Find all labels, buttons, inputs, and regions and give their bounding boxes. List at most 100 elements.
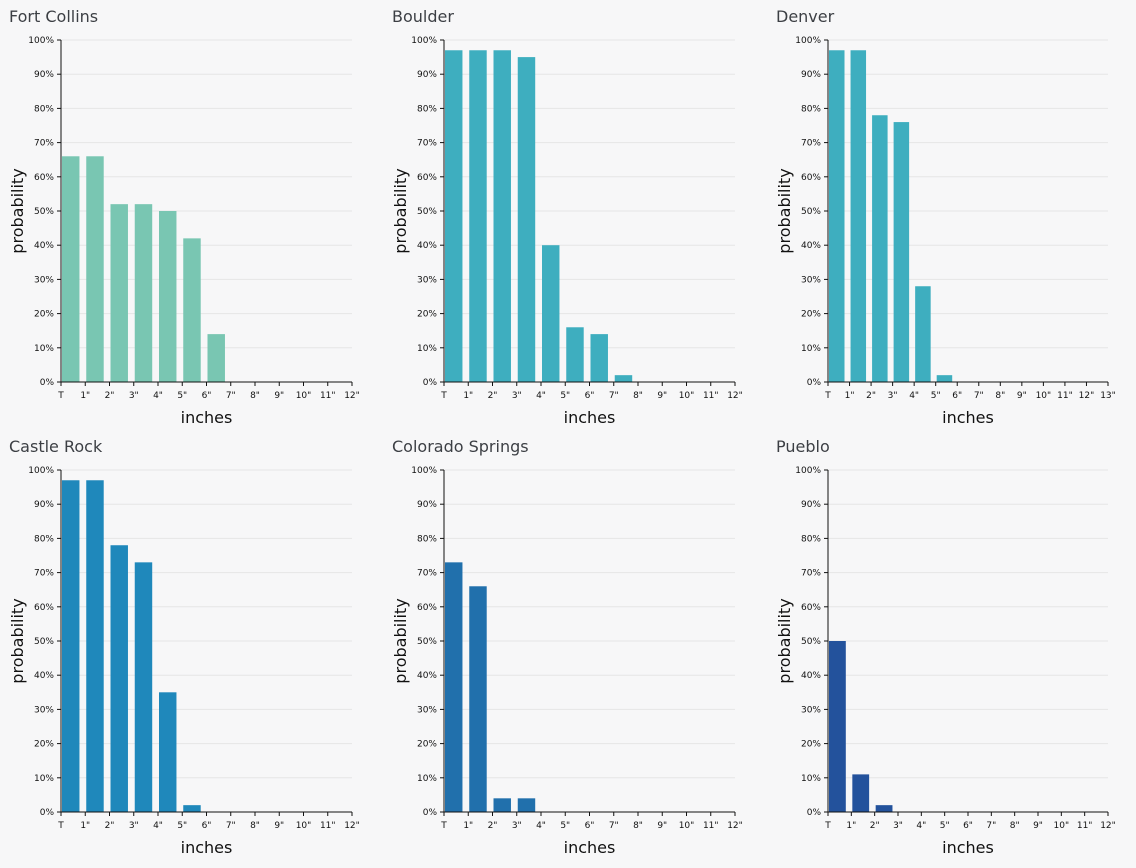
y-tick-label: 30% [801,705,821,715]
x-tick-label: 10" [296,821,312,831]
x-tick-label: 10" [1054,821,1070,831]
x-tick-label: 1" [463,821,473,831]
x-tick-label: 9" [657,391,667,401]
x-tick-label: 4" [153,391,163,401]
x-tick-label: 13" [1100,391,1116,401]
x-tick-label: 4" [153,821,163,831]
y-tick-label: 30% [34,705,54,715]
x-tick-label: 11" [1077,821,1093,831]
bar [566,327,584,382]
y-tick-label: 20% [34,740,54,750]
x-tick-label: 11" [703,821,719,831]
x-tick-label: 6" [202,391,212,401]
y-tick-label: 90% [34,500,54,510]
y-tick-label: 80% [417,104,437,114]
x-tick-label: 1" [845,391,855,401]
y-tick-label: 100% [28,466,54,476]
chart-panel-colorado-springs: Colorado Springs 0% 10% 20% 30% 40% 50% 60% 70%… [383,430,763,860]
bar [872,115,888,383]
y-tick-label: 0% [40,378,55,388]
x-tick-label: 7" [974,391,984,401]
x-tick-label: 2" [105,391,115,401]
bar [183,238,201,382]
y-axis-title: probability [391,598,410,683]
bar [542,245,560,382]
x-axis-title: inches [564,838,616,857]
x-tick-label: 3" [129,821,139,831]
y-tick-label: 80% [417,534,437,544]
y-tick-label: 0% [807,808,822,818]
x-tick-label: 2" [105,821,115,831]
x-tick-label: 11" [703,391,719,401]
x-tick-label: 3" [888,391,898,401]
x-tick-label: 12" [727,821,743,831]
y-tick-label: 30% [34,275,54,285]
y-tick-label: 20% [417,310,437,320]
y-axis-title: probability [775,598,794,683]
y-tick-label: 40% [801,671,821,681]
x-tick-label: 7" [226,391,236,401]
bar [62,156,80,382]
y-tick-label: 10% [801,774,821,784]
bar [517,798,536,812]
chart-title: Castle Rock [9,437,103,456]
y-tick-label: 20% [801,310,821,320]
bar [469,586,487,812]
y-tick-label: 80% [34,104,54,114]
x-tick-label: 10" [679,391,695,401]
y-axis-title: probability [775,168,794,253]
chart-title: Fort Collins [9,7,99,26]
x-tick-label: 5" [931,391,941,401]
x-tick-label: 7" [986,821,996,831]
x-tick-label: 8" [995,391,1005,401]
y-tick-label: 90% [417,70,437,80]
x-tick-label: 11" [320,391,336,401]
y-tick-label: 90% [34,70,54,80]
bar-chart: 0% 10% 20% 30% 40% 50% 60% 70% 80% 90% 100% T 1" 2" 3"… [8,466,360,857]
x-tick-label: 4" [909,391,919,401]
bar [445,562,463,812]
y-tick-label: 0% [40,808,55,818]
x-tick-label: T [824,391,831,401]
x-tick-label: 3" [129,391,139,401]
x-tick-label: 8" [250,821,260,831]
bar [159,211,177,382]
y-tick-label: 60% [417,603,437,613]
y-tick-label: 10% [34,344,54,354]
y-tick-label: 0% [423,808,438,818]
bar [893,122,910,382]
bar-chart: 0% 10% 20% 30% 40% 50% 60% 70% 80% 90% 100% T 1" 2" 3"… [391,36,743,427]
x-tick-label: 7" [609,391,619,401]
x-tick-label: 5" [177,821,187,831]
y-tick-label: 70% [801,569,821,579]
bar-chart: 0% 10% 20% 30% 40% 50% 60% 70% 80% 90% 100% T 1" 2" 3"… [775,36,1116,427]
x-tick-label: 3" [512,821,522,831]
x-tick-label: 4" [536,391,546,401]
x-tick-label: 7" [609,821,619,831]
y-tick-label: 30% [801,275,821,285]
bar [936,375,953,382]
x-tick-label: 12" [344,391,360,401]
y-tick-label: 60% [801,603,821,613]
x-tick-label: 1" [80,821,90,831]
y-tick-label: 20% [417,740,437,750]
bar [829,641,846,812]
x-tick-label: 6" [585,391,595,401]
y-tick-label: 50% [417,207,437,217]
x-tick-label: 5" [560,821,570,831]
y-axis-title: probability [391,168,410,253]
x-tick-label: T [57,391,64,401]
chart-title: Boulder [392,7,454,26]
y-tick-label: 100% [411,466,437,476]
x-tick-label: 1" [80,391,90,401]
bar [517,57,536,382]
x-tick-label: 1" [463,391,473,401]
x-tick-label: 12" [1100,821,1116,831]
x-tick-label: 10" [296,391,312,401]
x-tick-label: T [440,391,447,401]
x-tick-label: 6" [585,821,595,831]
x-tick-label: 2" [488,391,498,401]
bar [915,286,931,382]
y-tick-label: 90% [417,500,437,510]
